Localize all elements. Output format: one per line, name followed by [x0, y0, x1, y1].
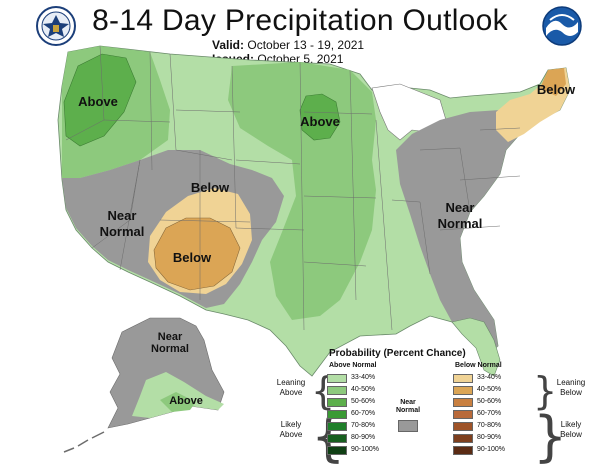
legend-above-range-label: 40-50% — [351, 386, 376, 393]
legend-brace-leaning-below: } — [533, 369, 558, 413]
valid-dates: Valid: October 13 - 19, 2021 — [212, 38, 364, 52]
legend-above-row: 40-50% — [327, 386, 387, 396]
legend-below-row: 40-50% — [453, 386, 513, 396]
commerce-seal-icon — [36, 6, 76, 46]
legend-above-row: 80-90% — [327, 434, 387, 444]
legend-below-row: 33-40% — [453, 374, 513, 384]
legend-above-swatch — [327, 446, 347, 455]
legend-leaning-below: Leaning Below — [556, 378, 586, 397]
legend-below-row: 50-60% — [453, 398, 513, 408]
label-near-normal-east-1: Near — [446, 200, 475, 215]
legend-below-swatch — [453, 398, 473, 407]
alaska-above-40-50-region — [160, 392, 196, 412]
legend-below-swatch — [453, 446, 473, 455]
legend-below-swatch — [453, 386, 473, 395]
legend-above-range-label: 50-60% — [351, 398, 376, 405]
label-below-sw-center: Below — [173, 250, 212, 265]
legend-above-swatch — [327, 398, 347, 407]
legend-brace-likely-below: } — [533, 405, 568, 468]
legend-below-row: 60-70% — [453, 410, 513, 420]
legend-below-range-label: 40-50% — [477, 386, 502, 393]
valid-label: Valid: — [212, 38, 245, 52]
above-50-60-region-nw — [63, 53, 137, 147]
state-boundaries — [65, 45, 521, 331]
label-near-normal-ak-1: Near — [158, 331, 183, 343]
legend-above-swatch — [327, 410, 347, 419]
legend-above-header: Above Normal — [329, 362, 377, 369]
below-40-50-region-ne — [540, 68, 566, 96]
legend-likely-below: Likely Below — [560, 420, 582, 439]
legend-below-range-label: 50-60% — [477, 398, 502, 405]
label-near-normal-west-2: Normal — [100, 224, 145, 239]
legend-below-row: 90-100% — [453, 446, 513, 456]
label-above-mw: Above — [300, 114, 340, 129]
aleutian-islands — [63, 431, 105, 453]
legend-below-range-label: 70-80% — [477, 422, 502, 429]
label-below-ne: Below — [537, 82, 576, 97]
label-above-nw: Above — [78, 94, 118, 109]
legend-above-swatch — [327, 422, 347, 431]
noaa-logo-icon — [542, 6, 582, 46]
legend-below-range-label: 80-90% — [477, 434, 502, 441]
valid-value: October 13 - 19, 2021 — [247, 38, 365, 52]
above-50-60-region-mw — [299, 93, 341, 141]
legend-below-swatch — [453, 422, 473, 431]
label-near-normal-east-2: Normal — [438, 216, 483, 231]
legend-below-range-label: 90-100% — [477, 446, 506, 453]
legend-above-range-label: 33-40% — [351, 374, 376, 381]
legend-below-range-label: 33-40% — [477, 374, 502, 381]
legend-above-swatch — [327, 434, 347, 443]
legend-above-row: 70-80% — [327, 422, 387, 432]
legend-above-row: 60-70% — [327, 410, 387, 420]
legend-above-row: 90-100% — [327, 446, 387, 456]
legend-title: Probability (Percent Chance) — [329, 348, 466, 359]
label-near-normal-ak-2: Normal — [151, 343, 189, 355]
legend-below-swatch — [453, 410, 473, 419]
legend-below-swatch — [453, 434, 473, 443]
legend-likely-above: Likely Above — [279, 420, 303, 439]
near-normal-region-east — [396, 104, 526, 356]
legend-above-range-label: 80-90% — [351, 434, 376, 441]
label-above-ak: Above — [169, 395, 203, 407]
legend-above-range-label: 70-80% — [351, 422, 376, 429]
label-near-normal-west-1: Near — [108, 208, 137, 223]
legend-below-range-label: 60-70% — [477, 410, 502, 417]
legend-below-swatch — [453, 374, 473, 383]
legend-near-normal-swatch — [398, 420, 418, 432]
legend-above-swatch — [327, 374, 347, 383]
legend-below-row: 70-80% — [453, 422, 513, 432]
legend-below-row: 80-90% — [453, 434, 513, 444]
legend-above-range-label: 90-100% — [351, 446, 380, 453]
legend-near-normal-label: Near Normal — [395, 399, 421, 414]
page-title: 8-14 Day Precipitation Outlook — [92, 4, 508, 37]
legend-above-range-label: 60-70% — [351, 410, 376, 417]
legend-above-row: 33-40% — [327, 374, 387, 384]
legend-above-row: 50-60% — [327, 398, 387, 408]
florida-region — [451, 317, 501, 377]
legend: Probability (Percent Chance) Above Norma… — [271, 344, 593, 468]
legend-above-swatch — [327, 386, 347, 395]
legend-below-header: Below Normal — [455, 362, 502, 369]
label-below-sw-upper: Below — [191, 180, 230, 195]
below-40-50-region-sw — [153, 217, 241, 291]
legend-leaning-above: Leaning Above — [276, 378, 306, 397]
